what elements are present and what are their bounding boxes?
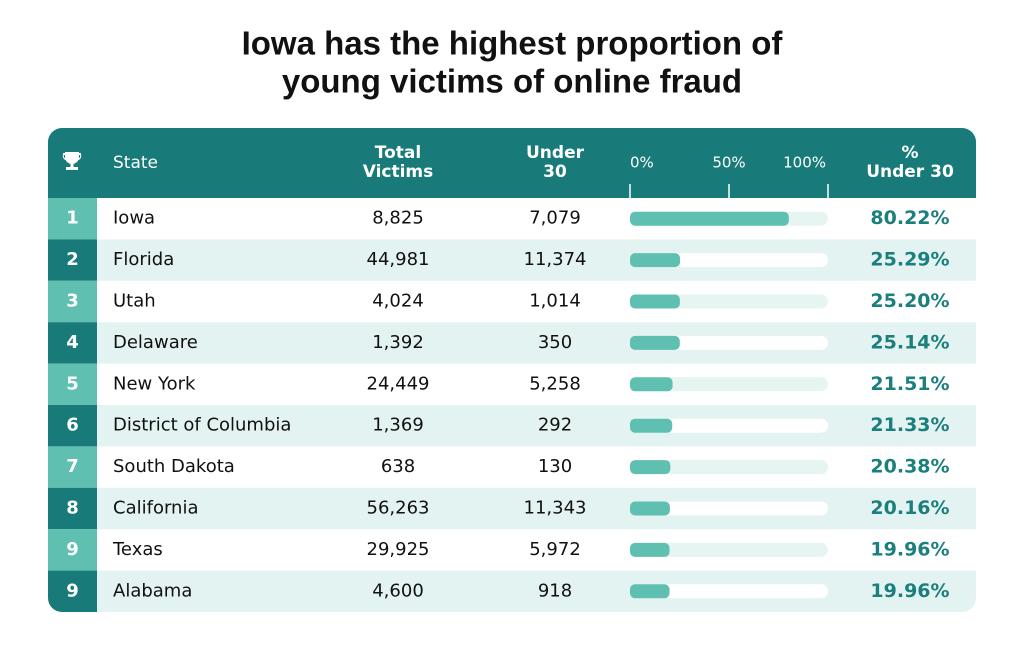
state: New York xyxy=(113,373,196,394)
state: Delaware xyxy=(113,332,198,353)
table xyxy=(48,128,976,612)
bar-track xyxy=(630,584,828,599)
total-victims: 4,024 xyxy=(372,291,424,312)
state: Florida xyxy=(113,249,174,270)
header-pct-under-30: % xyxy=(901,143,918,163)
bar xyxy=(630,501,670,516)
rank-bg xyxy=(48,198,97,240)
pct-under-30: 20.16% xyxy=(870,497,949,519)
under-30: 7,079 xyxy=(529,208,581,229)
total-victims: 4,600 xyxy=(372,580,424,601)
row-bg xyxy=(48,280,976,323)
bar xyxy=(630,377,673,392)
rank: 9 xyxy=(66,539,79,560)
rank-bg xyxy=(48,405,97,447)
rank-bg xyxy=(48,322,97,365)
state: Texas xyxy=(112,539,163,560)
under-30: 11,343 xyxy=(524,498,587,519)
header-total-victims: Victims xyxy=(363,162,434,182)
total-victims: 29,925 xyxy=(367,539,430,560)
rank: 5 xyxy=(66,373,79,394)
state: District of Columbia xyxy=(113,415,291,436)
row-bg xyxy=(48,198,976,240)
total-victims: 44,981 xyxy=(367,249,430,270)
pct-under-30: 25.14% xyxy=(870,331,949,353)
pct-under-30: 19.96% xyxy=(870,580,949,602)
rank: 2 xyxy=(66,249,79,270)
bar-scale-label: 50% xyxy=(712,154,745,172)
total-victims: 56,263 xyxy=(367,498,430,519)
header-bg xyxy=(48,128,976,198)
state: California xyxy=(113,498,198,519)
title: Iowa has the highest proportion of xyxy=(242,25,784,62)
rank-bg xyxy=(48,570,97,612)
rank: 1 xyxy=(66,208,79,229)
under-30: 5,972 xyxy=(529,539,581,560)
total-victims: 1,369 xyxy=(372,415,424,436)
total-victims: 638 xyxy=(381,456,415,477)
total-victims: 24,449 xyxy=(367,373,430,394)
under-30: 918 xyxy=(538,580,572,601)
state: South Dakota xyxy=(113,456,235,477)
trophy-icon xyxy=(62,152,82,170)
total-victims: 1,392 xyxy=(372,332,424,353)
rank: 7 xyxy=(66,456,79,477)
bar xyxy=(630,542,670,557)
bar-scale-label: 0% xyxy=(630,154,654,172)
bar-track xyxy=(630,377,828,392)
rank-bg xyxy=(48,280,97,323)
bar xyxy=(630,253,681,268)
state: Utah xyxy=(113,291,156,312)
rank-bg xyxy=(48,487,97,530)
pct-under-30: 80.22% xyxy=(870,207,949,229)
pct-under-30: 25.20% xyxy=(870,290,949,312)
rank: 8 xyxy=(66,498,79,519)
row-bg xyxy=(48,239,976,282)
rank-bg xyxy=(48,239,97,282)
rank-bg xyxy=(48,363,97,406)
under-30: 350 xyxy=(538,332,572,353)
rank: 4 xyxy=(66,332,79,353)
under-30: 5,258 xyxy=(529,373,581,394)
bar xyxy=(630,584,670,599)
header-state: State xyxy=(113,153,158,173)
bar-track xyxy=(630,460,828,475)
bar-track xyxy=(630,542,828,557)
pct-under-30: 21.51% xyxy=(870,373,949,395)
rank: 9 xyxy=(66,580,79,601)
bar xyxy=(630,294,680,309)
rank-bg xyxy=(48,529,97,572)
pct-under-30: 21.33% xyxy=(870,414,949,436)
pct-under-30: 25.29% xyxy=(870,249,949,271)
rank-bg xyxy=(48,446,97,489)
rank: 3 xyxy=(66,291,79,312)
bar-scale-label: 100% xyxy=(783,154,826,172)
under-30: 130 xyxy=(538,456,572,477)
rank: 6 xyxy=(66,415,79,436)
bar xyxy=(630,211,789,226)
bar xyxy=(630,460,671,475)
under-30: 1,014 xyxy=(529,291,581,312)
header-under-30: Under xyxy=(526,143,585,163)
row-bg xyxy=(48,529,976,572)
bar-track xyxy=(630,501,828,516)
pct-under-30: 19.96% xyxy=(870,538,949,560)
header-under-30: 30 xyxy=(543,162,567,182)
title: young victims of online fraud xyxy=(282,63,742,100)
state: Iowa xyxy=(113,208,155,229)
bar xyxy=(630,418,673,433)
under-30: 292 xyxy=(538,415,572,436)
header-pct-under-30: Under 30 xyxy=(866,162,954,182)
header-total-victims: Total xyxy=(375,143,421,163)
state: Alabama xyxy=(113,580,192,601)
pct-under-30: 20.38% xyxy=(870,456,949,478)
bar-track xyxy=(630,418,828,433)
total-victims: 8,825 xyxy=(372,208,424,229)
under-30: 11,374 xyxy=(524,249,587,270)
bar xyxy=(630,335,680,350)
